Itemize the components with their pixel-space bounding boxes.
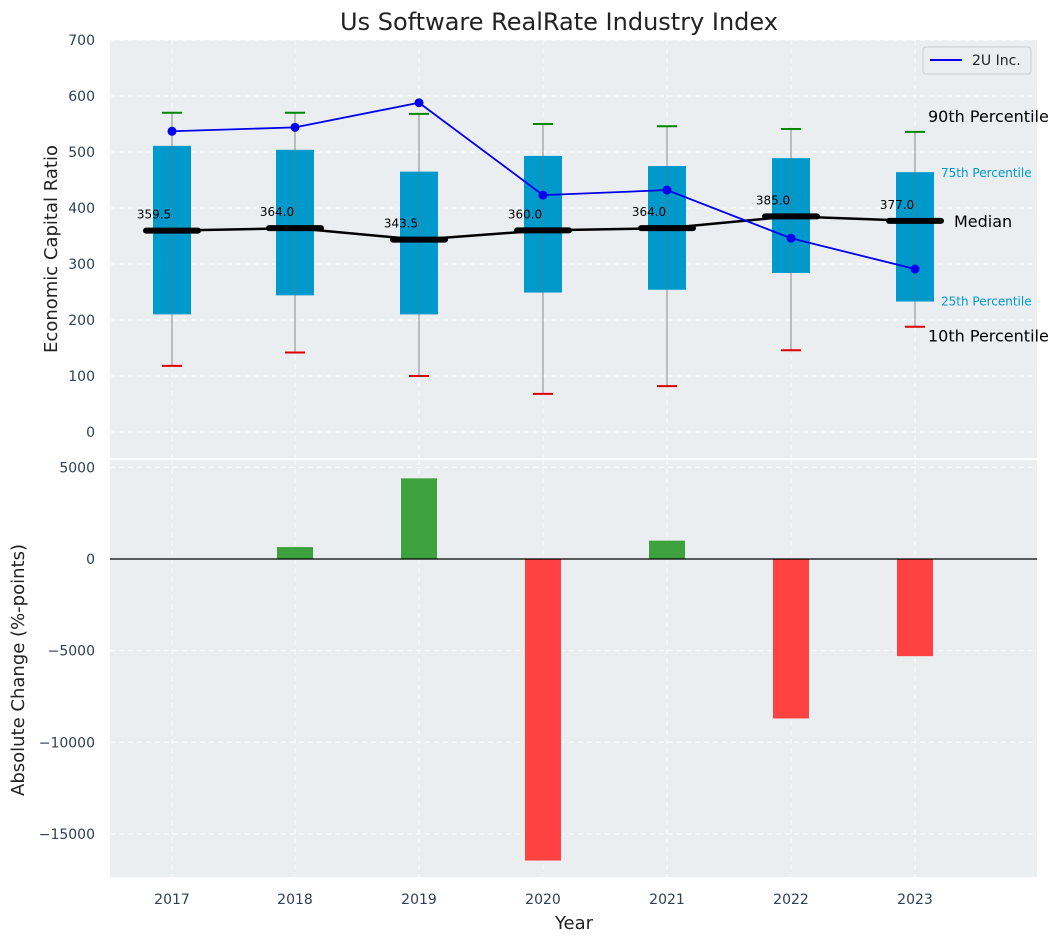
top-plot-area [110, 40, 1037, 458]
annotation-10th: 10th Percentile [928, 327, 1049, 346]
change-bars [277, 478, 933, 861]
top-y-tick-label: 100 [68, 369, 95, 385]
annotation-75th: 75th Percentile [941, 166, 1032, 180]
series-point [786, 233, 796, 243]
annotation-90th: 90th Percentile [928, 107, 1049, 126]
x-tick-label: 2018 [277, 892, 313, 908]
top-y-tick-label: 0 [86, 425, 95, 441]
median-value-label: 364.0 [260, 205, 294, 219]
x-ticks: 2017 2018 2019 2020 2021 2022 2023 [154, 892, 933, 908]
x-tick-label: 2020 [525, 892, 561, 908]
x-tick-label: 2022 [773, 892, 809, 908]
median-value-label: 343.5 [384, 217, 418, 231]
median-line-group: 359.5 364.0 343.5 360.0 364.0 385.0 377.0 [137, 193, 944, 243]
bottom-plot-area [110, 460, 1037, 877]
top-y-tick-label: 500 [68, 145, 95, 161]
change-bar [649, 540, 685, 559]
top-y-tick-label: 400 [68, 201, 95, 217]
series-group [167, 98, 920, 274]
bottom-y-ticks: 5000 0 −5000 −10000 −15000 [39, 460, 95, 843]
change-bar [401, 478, 437, 559]
series-point [662, 185, 672, 195]
x-axis-label: Year [554, 913, 594, 934]
top-y-tick-label: 300 [68, 257, 95, 273]
annotation-25th: 25th Percentile [941, 295, 1032, 309]
change-bar [773, 559, 809, 719]
top-y-tick-label: 600 [68, 89, 95, 105]
legend-label: 2U Inc. [972, 53, 1021, 69]
chart-title: Us Software RealRate Industry Index [340, 8, 778, 36]
legend: 2U Inc. [922, 46, 1032, 75]
bottom-y-tick-label: 5000 [59, 460, 95, 476]
series-point [538, 190, 548, 200]
top-y-axis-label: Economic Capital Ratio [41, 145, 62, 353]
top-y-ticks: 0 100 200 300 400 500 600 700 [68, 33, 95, 441]
x-tick-label: 2021 [649, 892, 685, 908]
legend-box [922, 46, 1032, 75]
median-value-label: 377.0 [880, 198, 914, 212]
series-point [167, 126, 177, 136]
median-value-label: 360.0 [508, 207, 542, 221]
top-y-tick-label: 200 [68, 313, 95, 329]
median-value-label: 385.0 [756, 193, 790, 207]
bottom-y-tick-label: −10000 [39, 735, 95, 751]
annotation-median: Median [954, 212, 1012, 231]
series-point [910, 264, 920, 274]
median-value-label: 364.0 [632, 205, 666, 219]
bottom-y-tick-label: −5000 [48, 644, 95, 660]
change-bar [525, 559, 561, 861]
bottom-y-tick-label: −15000 [39, 827, 95, 843]
change-bar [897, 559, 933, 657]
bottom-y-tick-label: 0 [86, 552, 95, 568]
x-tick-label: 2019 [401, 892, 437, 908]
x-tick-label: 2023 [897, 892, 933, 908]
series-point [290, 122, 300, 132]
top-y-tick-label: 700 [68, 33, 95, 49]
series-point [414, 98, 424, 108]
median-value-label: 359.5 [137, 208, 171, 222]
change-bar [277, 547, 313, 559]
x-tick-label: 2017 [154, 892, 190, 908]
percentile-annotations: 90th Percentile 75th Percentile Median 25th… [928, 107, 1049, 346]
bottom-y-axis-label: Absolute Change (%-points) [8, 544, 29, 796]
